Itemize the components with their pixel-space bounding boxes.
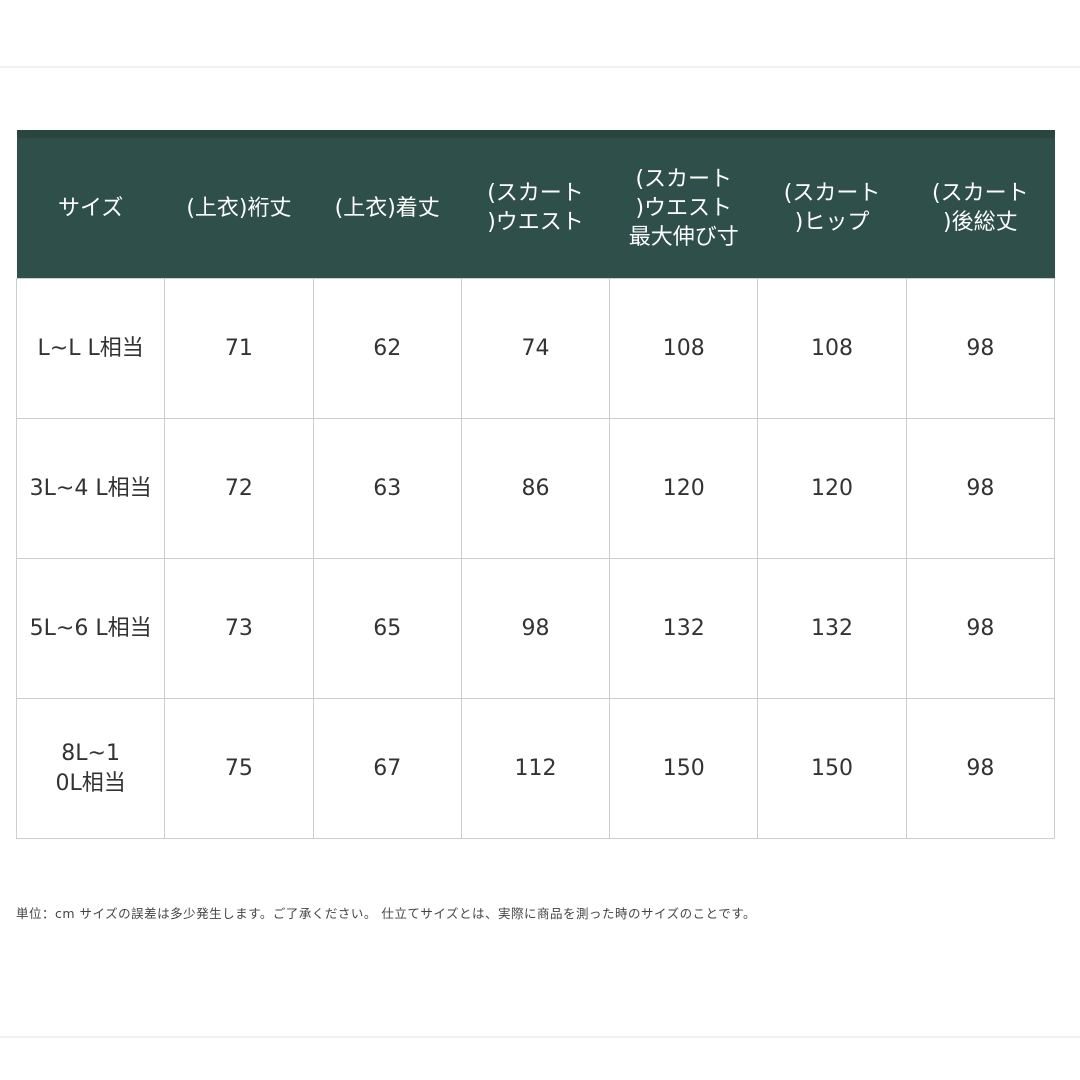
bottom-divider (0, 1036, 1080, 1038)
measurement-cell: 120 (609, 418, 759, 559)
measurement-cell: 108 (757, 278, 907, 419)
measurement-cell: 73 (164, 558, 314, 699)
measurement-cell: 86 (460, 418, 611, 559)
measurement-cell: 150 (609, 698, 759, 839)
table-body: L~L L相当 71 62 74 108 108 98 3L~4 L相当 72 63 86 120 12… (15, 278, 1056, 839)
measurement-cell: 71 (164, 278, 314, 419)
measurement-cell: 62 (312, 278, 462, 419)
measurement-cell: 65 (312, 558, 462, 699)
table-row: 8L~1 0L相当 75 67 112 150 150 98 (15, 698, 1056, 839)
measurement-cell: 132 (757, 558, 907, 699)
top-divider (0, 66, 1080, 68)
measurement-cell: 98 (905, 698, 1056, 839)
column-header: (スカート )ウエスト 最大伸び寸 (609, 130, 758, 279)
size-label-cell: 3L~4 L相当 (15, 418, 166, 559)
measurement-cell: 132 (609, 558, 759, 699)
column-header: (上衣)裄丈 (164, 130, 314, 279)
size-label-cell: 8L~1 0L相当 (15, 698, 166, 839)
size-label-cell: 5L~6 L相当 (15, 558, 166, 699)
table-header-row: サイズ (上衣)裄丈 (上衣)着丈 (スカート )ウエスト (スカート )ウエスト 最大… (16, 130, 1055, 279)
measurement-cell: 72 (164, 418, 314, 559)
measurement-cell: 98 (460, 558, 611, 699)
column-header: (スカート )ヒップ (757, 130, 907, 279)
measurement-cell: 75 (164, 698, 314, 839)
measurement-cell: 98 (905, 278, 1056, 419)
size-table: サイズ (上衣)裄丈 (上衣)着丈 (スカート )ウエスト (スカート )ウエスト 最大… (15, 130, 1056, 839)
measurement-cell: 112 (460, 698, 611, 839)
measurement-cell: 98 (905, 558, 1056, 699)
measurement-cell: 98 (905, 418, 1056, 559)
column-header: サイズ (16, 130, 165, 279)
table-row: 5L~6 L相当 73 65 98 132 132 98 (15, 558, 1056, 699)
measurement-cell: 63 (312, 418, 462, 559)
table-row: 3L~4 L相当 72 63 86 120 120 98 (15, 418, 1056, 559)
measurement-cell: 74 (460, 278, 611, 419)
size-note: 単位：cm サイズの誤差は多少発生します。ご了承ください。 仕立てサイズとは、実… (16, 906, 756, 921)
column-header: (スカート )ウエスト (461, 130, 610, 279)
measurement-cell: 108 (609, 278, 759, 419)
measurement-cell: 150 (757, 698, 907, 839)
measurement-cell: 67 (312, 698, 462, 839)
column-header: (スカート )後総丈 (906, 130, 1055, 279)
size-label-cell: L~L L相当 (15, 278, 166, 419)
column-header: (上衣)着丈 (313, 130, 462, 279)
table-row: L~L L相当 71 62 74 108 108 98 (15, 278, 1056, 419)
measurement-cell: 120 (757, 418, 907, 559)
